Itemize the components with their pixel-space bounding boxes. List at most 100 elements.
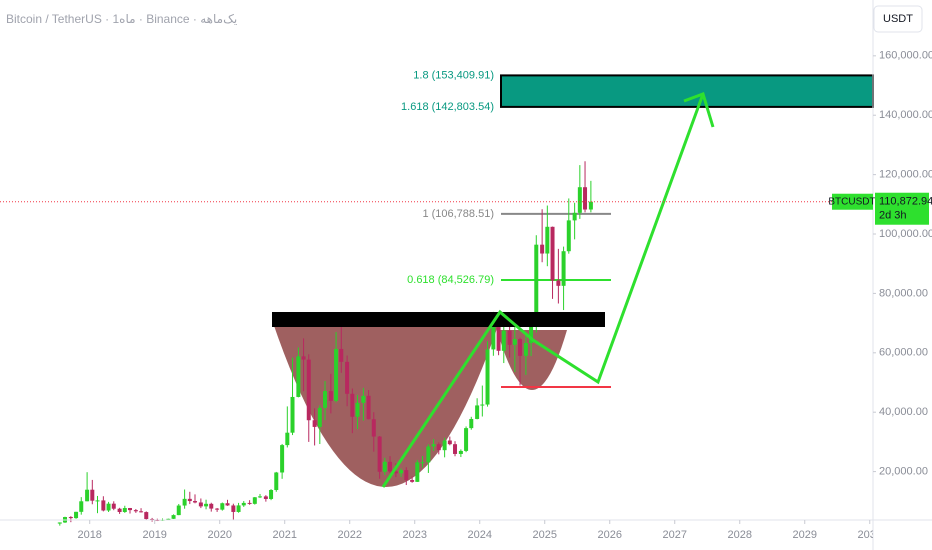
candle-body [529, 322, 534, 344]
candle-body [566, 220, 571, 252]
candle-body [518, 339, 523, 356]
candle-body [269, 490, 274, 499]
price-tag [875, 192, 929, 225]
y-tick-label: 80,000.00 [879, 287, 928, 299]
x-tick-label: 2018 [77, 529, 101, 541]
drawings-top [272, 92, 715, 488]
arrow-head [683, 92, 715, 128]
candle-body [388, 461, 393, 472]
x-tick-label: 2022 [337, 529, 361, 541]
candle-body [464, 428, 469, 451]
y-tick-label: 160,000.00 [879, 50, 932, 62]
x-tick-label: 2026 [597, 529, 621, 541]
candle-body [182, 498, 187, 506]
y-tick-label: 60,000.00 [879, 347, 928, 359]
candle-body [247, 502, 252, 504]
candle-body [90, 489, 95, 501]
y-tick-label: 120,000.00 [879, 169, 932, 181]
candle-body [187, 498, 192, 502]
candle-body [133, 510, 138, 512]
candle-body [198, 502, 203, 507]
candle-body [79, 501, 84, 512]
x-tick-label: 2019 [142, 529, 166, 541]
y-tick-label: 100,000.00 [879, 228, 932, 240]
candle-body [540, 244, 545, 254]
candle-body [371, 419, 376, 437]
candle-body [426, 446, 431, 463]
candle-body [523, 343, 528, 356]
candle-body [274, 472, 279, 491]
candle-body [442, 440, 447, 451]
candle-body [263, 496, 268, 499]
candle-body [345, 361, 350, 394]
candle-body [122, 508, 127, 512]
candle-body [68, 517, 73, 519]
candle-body [588, 201, 593, 210]
candle-body [491, 319, 496, 350]
y-tick-label: 140,000.00 [879, 109, 932, 121]
candle-body [258, 496, 263, 498]
x-tick-label: 2023 [402, 529, 426, 541]
candle-body [128, 508, 133, 511]
candle-body [507, 330, 512, 345]
candle-body [453, 444, 458, 454]
candle-body [361, 395, 366, 403]
candle-body [420, 462, 425, 464]
candle-body [144, 512, 149, 519]
candle-body [101, 500, 106, 511]
candle-body [355, 402, 360, 417]
x-tick-label: 2024 [467, 529, 491, 541]
candle-body [57, 522, 62, 524]
candle-body [350, 393, 355, 417]
fib-label: 1 (106,788.51) [422, 208, 494, 220]
candle-body [458, 450, 463, 454]
candle-body [220, 503, 225, 510]
candle-body [117, 508, 122, 512]
fib-label: 1.8 (153,409.91) [413, 69, 494, 81]
candle-body [550, 226, 555, 281]
candle-body [215, 508, 220, 510]
candle-body [111, 503, 116, 509]
candle-body [85, 489, 90, 502]
x-tick-label: 2021 [272, 529, 296, 541]
fib-label: 1.618 (142,803.54) [401, 101, 494, 113]
candle-body [171, 515, 176, 519]
candle-body [382, 461, 387, 472]
symbol-tag-label: BTCUSDT [828, 196, 875, 207]
candle-body [306, 359, 311, 421]
candle-body [404, 470, 409, 481]
candle-body [561, 251, 566, 286]
candle-body [366, 395, 371, 420]
x-tick-label: 2027 [662, 529, 686, 541]
candle-body [176, 505, 181, 516]
candle-body [485, 349, 490, 405]
fib-label: 0.618 (84,526.79) [407, 274, 494, 286]
y-tick-label: 40,000.00 [879, 406, 928, 418]
candle-body [415, 462, 420, 482]
chart-header: Bitcoin / TetherUS · 1ماه · Binance · یک… [6, 12, 237, 26]
candle-body [475, 405, 480, 419]
projection-arrow [381, 93, 705, 488]
x-tick-label: 2029 [793, 529, 817, 541]
candle-body [534, 244, 539, 323]
x-tick-label: 2025 [532, 529, 556, 541]
neckline-bar [272, 312, 605, 327]
candle-body [512, 339, 517, 345]
candle-body [436, 444, 441, 451]
candle-body [583, 187, 588, 210]
candle-body [290, 396, 295, 433]
candle-body [328, 391, 333, 401]
candle-body [572, 212, 577, 221]
currency-button[interactable] [873, 5, 923, 33]
candle-body [106, 503, 111, 511]
candle-body [431, 444, 436, 447]
currency-label[interactable]: USDT [883, 13, 913, 25]
candle-body [285, 432, 290, 446]
candle-body [410, 480, 415, 482]
candle-body [236, 505, 241, 512]
candle-body [393, 471, 398, 474]
candle-body [301, 356, 306, 360]
candle-body [204, 503, 209, 507]
